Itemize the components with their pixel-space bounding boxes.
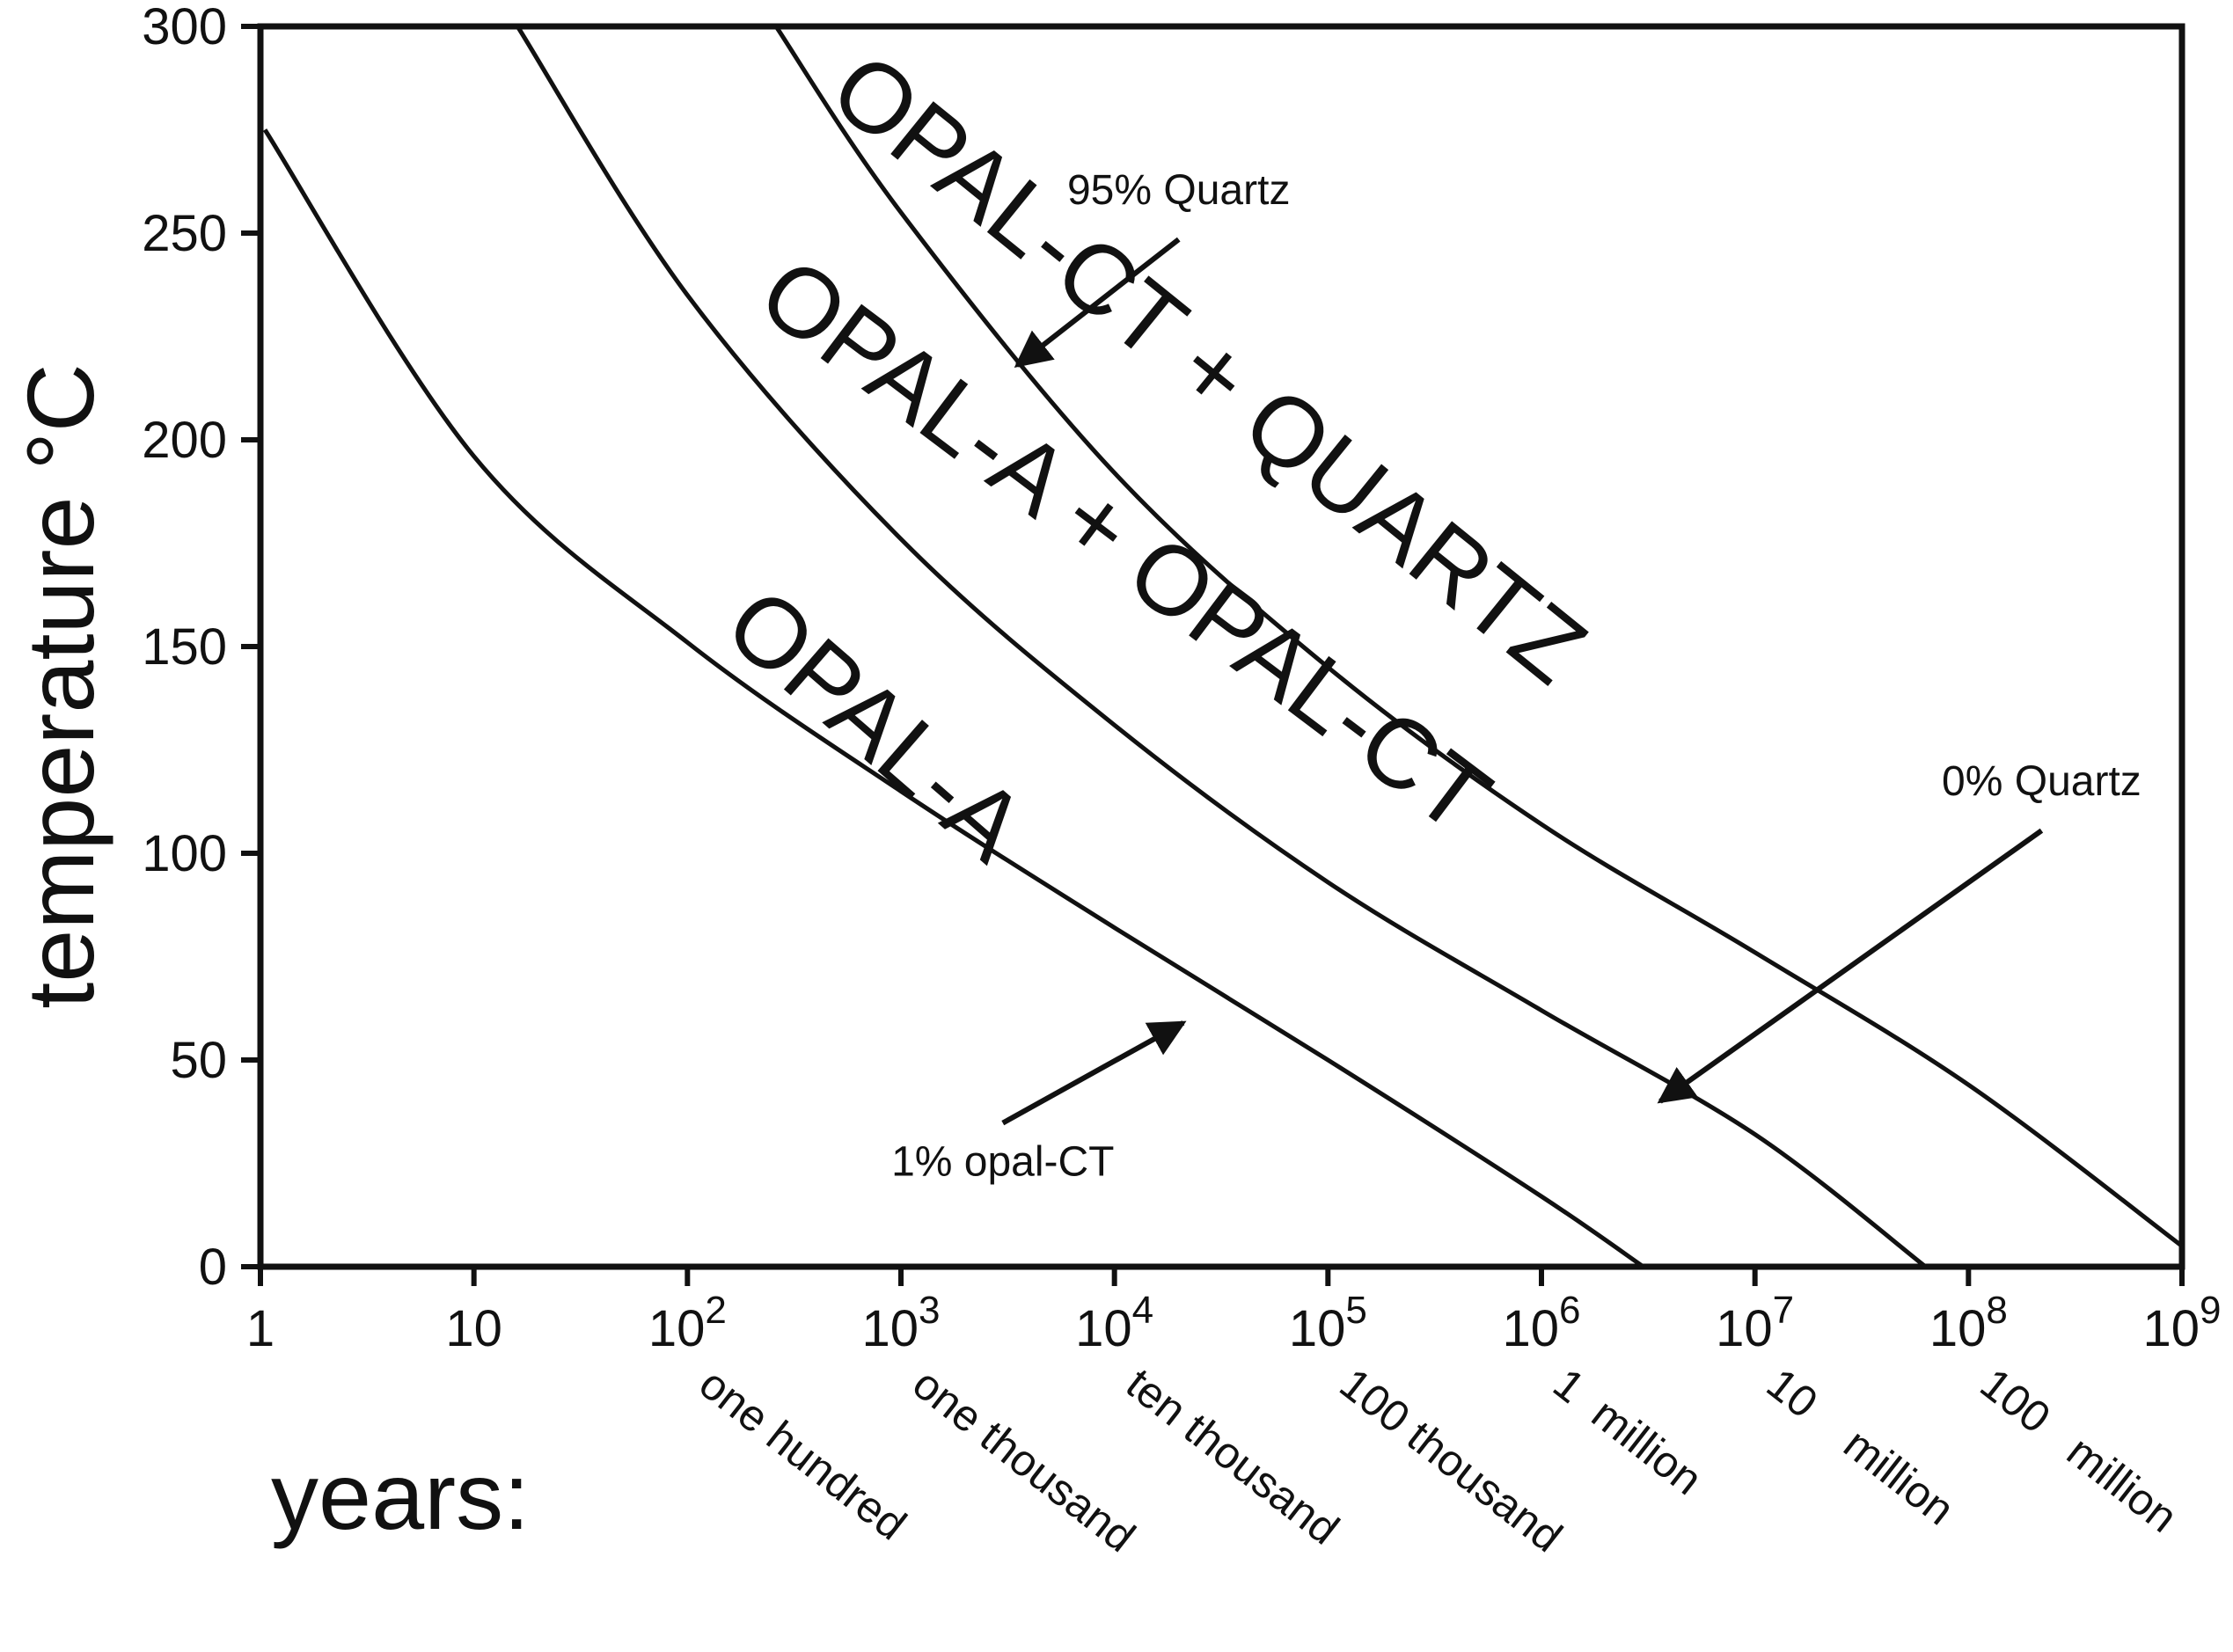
y-axis-label: temperature °C [7, 363, 113, 1008]
series-line [516, 25, 1928, 1268]
x-tick-label: 1 [246, 1300, 275, 1357]
annotation-arrow [1657, 828, 2044, 1104]
y-tick-label: 150 [142, 618, 227, 676]
y-tick-label: 300 [142, 0, 227, 55]
y-tick-label: 250 [142, 205, 227, 262]
x-tick-label: 10 [445, 1300, 502, 1357]
annotations: 95% Quartz 0% Quartz 1% opal-CT [891, 167, 2141, 1186]
x-tick-label: 103 [862, 1289, 941, 1357]
series-line [773, 25, 2184, 1248]
y-tick-label: 0 [199, 1239, 227, 1296]
annotation-label: 95% Quartz [1067, 167, 1290, 214]
x-tick-label: 105 [1289, 1289, 1367, 1357]
x-tick-label: 109 [2143, 1289, 2222, 1357]
x-axis: 1 10 102 103 104 105 106 107 108 109 [246, 1267, 2222, 1357]
annotation-label: 0% Quartz [1942, 758, 2141, 805]
region-label: OPAL-A [707, 567, 1046, 882]
annotation-label: 1% opal-CT [891, 1139, 1114, 1186]
y-tick-label: 50 [170, 1032, 227, 1089]
x-word-label: 100 thousand [1331, 1359, 1571, 1562]
x-tick-label: 104 [1075, 1289, 1153, 1357]
y-axis: 0 50 100 150 200 250 300 [142, 0, 260, 1296]
x-word-label: 10 million [1758, 1359, 1964, 1535]
x-tick-label: 106 [1503, 1289, 1581, 1357]
x-word-label: 100 million [1972, 1359, 2187, 1542]
x-tick-label: 107 [1716, 1289, 1794, 1357]
x-word-label: one hundred [691, 1359, 916, 1550]
series-line [262, 128, 1645, 1269]
annotation-arrow [1001, 1020, 1187, 1126]
x-word-label: one thousand [904, 1359, 1144, 1562]
x-tick-label: 108 [1929, 1289, 2008, 1357]
x-axis-label: years: [271, 1443, 530, 1549]
x-tick-label: 102 [648, 1289, 727, 1357]
y-tick-label: 100 [142, 825, 227, 882]
x-word-label: 1 million [1544, 1359, 1711, 1505]
y-tick-label: 200 [142, 412, 227, 469]
annotation-arrow [1014, 237, 1181, 368]
x-word-label: ten thousand [1117, 1359, 1348, 1554]
curves [262, 25, 2184, 1269]
